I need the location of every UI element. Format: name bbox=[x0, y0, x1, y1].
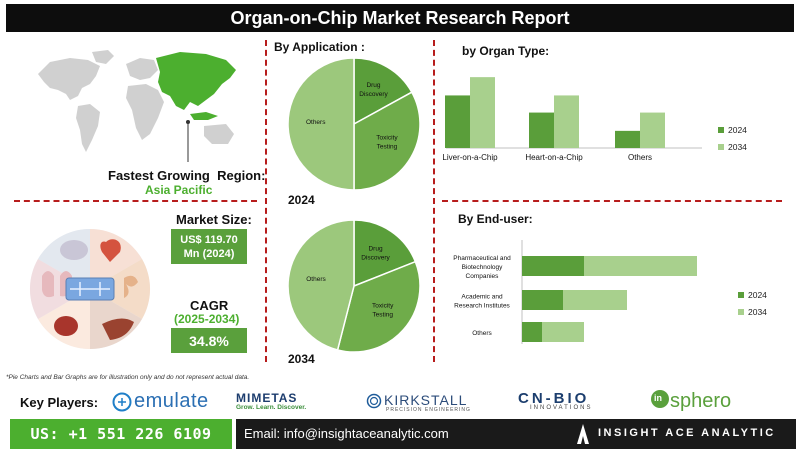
enduser-category-label: Pharmaceutical and Biotechnology Companies bbox=[453, 255, 511, 280]
market-size-label: Market Size: bbox=[176, 212, 252, 227]
pie-label: Others bbox=[306, 276, 326, 283]
brain-icon bbox=[60, 240, 88, 260]
emulate-logo-icon bbox=[112, 392, 132, 412]
enduser-category-label: Academic and Research Institutes bbox=[454, 294, 510, 310]
organ-bar-2024 bbox=[529, 112, 554, 148]
pie-slice-toxicity-testing bbox=[336, 260, 421, 353]
legend-label: 2024 bbox=[748, 290, 767, 300]
footer-contact-bar: Email: info@insightaceanalytic.com INSIG… bbox=[236, 419, 796, 449]
map-north-america bbox=[38, 58, 100, 100]
legend-swatch bbox=[738, 292, 744, 298]
key-players-label: Key Players: bbox=[20, 395, 99, 410]
map-australia bbox=[204, 124, 234, 144]
enduser-bar-chart: Pharmaceutical and Biotechnology Companies… bbox=[453, 240, 767, 344]
legend-label: 2024 bbox=[728, 125, 747, 135]
map-greenland bbox=[92, 50, 114, 64]
kidney-icon bbox=[54, 316, 78, 336]
pie-chart-2034: Drug Discovery Toxicity Testing Others bbox=[287, 219, 421, 353]
insphero-logo-circle bbox=[651, 390, 669, 408]
footer-phone[interactable]: US: +1 551 226 6109 bbox=[10, 419, 232, 449]
cnbio-tagline: INNOVATIONS bbox=[530, 405, 593, 411]
divider-right-horizontal bbox=[442, 200, 782, 202]
kirkstall-logo-icon bbox=[366, 393, 382, 409]
cagr-value: 34.8% bbox=[171, 328, 247, 353]
enduser-bar-2034 bbox=[584, 256, 697, 276]
pie-2024-year: 2024 bbox=[288, 193, 315, 207]
report-title: Organ-on-Chip Market Research Report bbox=[6, 4, 794, 32]
pie-label: Toxicity Testing bbox=[376, 134, 398, 150]
pie-slice-toxicity-testing bbox=[353, 91, 421, 191]
divider-right bbox=[433, 40, 435, 362]
legend-swatch bbox=[718, 144, 724, 150]
organ-category-label: Others bbox=[628, 153, 652, 162]
legend-label: 2034 bbox=[728, 142, 747, 152]
enduser-bar-2034 bbox=[563, 290, 627, 310]
cnbio-logo: CN-BIO bbox=[518, 390, 590, 407]
kirkstall-tagline: PRECISION ENGINEERING bbox=[386, 407, 471, 413]
application-title: By Application : bbox=[274, 40, 365, 54]
map-south-america bbox=[76, 104, 100, 152]
lungs-icon bbox=[42, 271, 72, 298]
cagr-label: CAGR bbox=[190, 298, 229, 313]
kirkstall-logo: KIRKSTALL bbox=[384, 392, 468, 408]
enduser-category-label: Others bbox=[472, 330, 492, 337]
divider-left bbox=[265, 40, 267, 362]
world-map bbox=[38, 50, 236, 162]
liver-icon bbox=[102, 318, 134, 340]
organ-bar-2024 bbox=[445, 95, 470, 148]
divider-left-horizontal bbox=[14, 200, 257, 202]
map-asia-pacific bbox=[156, 52, 236, 110]
enduser-title: By End-user: bbox=[458, 212, 533, 226]
pie-slice-drug-discovery bbox=[353, 57, 413, 126]
organ-bar-2024 bbox=[615, 130, 640, 148]
organ-category-label: Heart-on-a-Chip bbox=[525, 153, 583, 162]
enduser-bar-2024 bbox=[522, 256, 584, 276]
map-indonesia bbox=[190, 112, 218, 120]
mimetas-tagline: Grow. Learn. Discover. bbox=[236, 404, 307, 411]
enduser-bar-2024 bbox=[522, 290, 563, 310]
organs-illustration bbox=[29, 228, 151, 349]
footer-brand: INSIGHT ACE ANALYTIC bbox=[598, 427, 776, 439]
legend-label: 2034 bbox=[748, 307, 767, 317]
market-size-value: US$ 119.70 Mn (2024) bbox=[171, 229, 247, 264]
market-size-line2: Mn (2024) bbox=[183, 247, 235, 260]
footer-email[interactable]: Email: info@insightaceanalytic.com bbox=[244, 426, 449, 441]
pie-label: Drug Discovery bbox=[361, 245, 390, 261]
cagr-period: (2025-2034) bbox=[174, 312, 240, 326]
insight-ace-logo-icon bbox=[577, 424, 589, 444]
emulate-logo: emulate bbox=[134, 390, 209, 412]
pie-label: Toxicity Testing bbox=[372, 302, 394, 318]
pie-label: Drug Discovery bbox=[359, 82, 388, 98]
enduser-bar-2024 bbox=[522, 322, 542, 342]
intestine-icon bbox=[124, 275, 138, 298]
map-africa bbox=[126, 84, 164, 140]
organ-category-label: Liver-on-a-Chip bbox=[442, 153, 498, 162]
pie-slice-others bbox=[287, 57, 355, 191]
mimetas-logo: MIMETAS bbox=[236, 391, 298, 405]
organ-bar-2034 bbox=[470, 77, 495, 148]
organ-title: by Organ Type: bbox=[462, 44, 550, 58]
organ-bar-chart: Liver-on-a-Chip Heart-on-a-Chip Others 2024… bbox=[442, 77, 747, 162]
market-size-line1: US$ 119.70 bbox=[180, 233, 238, 246]
organ-bar-2034 bbox=[554, 95, 579, 148]
fastest-region-label: Fastest Growing Region: bbox=[108, 168, 266, 183]
pie-2034-year: 2034 bbox=[288, 352, 315, 366]
legend-swatch bbox=[738, 309, 744, 315]
organ-bar-2034 bbox=[640, 112, 665, 148]
map-europe bbox=[126, 58, 158, 80]
insphero-prefix: in bbox=[654, 393, 662, 403]
enduser-bar-2034 bbox=[542, 322, 584, 342]
disclaimer: *Pie Charts and Bar Graphs are for illus… bbox=[6, 374, 250, 381]
pie-slice-drug-discovery bbox=[353, 219, 417, 288]
fastest-region-value: Asia Pacific bbox=[145, 183, 213, 197]
pie-label: Others bbox=[306, 119, 326, 126]
insphero-logo: sphero bbox=[670, 390, 732, 412]
pie-slice-others bbox=[287, 219, 355, 351]
legend-swatch bbox=[718, 127, 724, 133]
heart-icon bbox=[100, 239, 121, 262]
pie-chart-2024: Drug Discovery Toxicity Testing Others bbox=[287, 57, 421, 191]
